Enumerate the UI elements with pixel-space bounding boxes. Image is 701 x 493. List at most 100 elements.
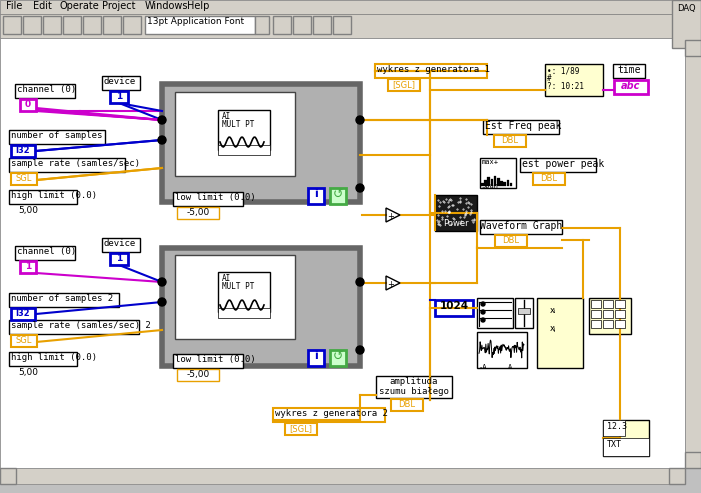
Bar (487, 177, 490, 186)
Bar (533, 173, 565, 185)
Bar (483, 120, 559, 134)
Bar (497, 178, 500, 186)
Bar (173, 192, 243, 206)
Bar (603, 320, 613, 328)
Bar (520, 158, 596, 172)
Circle shape (356, 116, 364, 124)
Text: 0: 0 (25, 100, 31, 109)
Bar (102, 238, 140, 252)
Bar (495, 235, 527, 247)
Bar (15, 84, 75, 98)
Bar (484, 180, 486, 186)
Bar (603, 300, 613, 308)
Bar (293, 16, 311, 34)
Bar (435, 195, 477, 231)
Bar (110, 253, 128, 265)
Text: est power peak: est power peak (522, 159, 604, 169)
Text: amplituda: amplituda (390, 377, 438, 386)
Bar (603, 310, 613, 318)
Bar (591, 300, 601, 308)
Text: low limit (0.0): low limit (0.0) (175, 193, 256, 202)
Text: +: + (388, 212, 395, 221)
Bar (0, 38, 685, 468)
Text: ↺: ↺ (333, 188, 343, 201)
Text: i: i (314, 351, 318, 361)
Bar (218, 110, 270, 150)
Bar (510, 183, 512, 186)
Text: SGL: SGL (16, 336, 32, 345)
Text: Operate: Operate (60, 1, 100, 11)
Bar (23, 16, 41, 34)
Circle shape (481, 302, 485, 306)
Text: abc: abc (621, 81, 641, 91)
Text: i: i (314, 189, 318, 199)
Text: Est Freq peak: Est Freq peak (485, 121, 562, 131)
Bar (481, 183, 484, 186)
Text: device: device (104, 239, 136, 248)
Circle shape (356, 278, 364, 286)
Bar (175, 92, 295, 176)
Bar (477, 298, 513, 328)
Circle shape (158, 136, 166, 144)
Text: ?: 10:21: ?: 10:21 (547, 82, 584, 91)
Bar (20, 261, 36, 273)
Bar (11, 145, 35, 157)
Bar (589, 298, 631, 334)
Bar (615, 300, 625, 308)
Text: File: File (6, 1, 22, 11)
Bar (333, 16, 351, 34)
Bar (330, 350, 346, 366)
Bar (285, 423, 317, 435)
Bar (177, 369, 219, 381)
Text: 13pt Application Font: 13pt Application Font (147, 17, 244, 26)
Text: 1: 1 (25, 262, 31, 271)
Bar (491, 179, 493, 186)
Bar (145, 16, 255, 34)
Text: 1024: 1024 (440, 301, 468, 311)
Bar (685, 452, 701, 468)
Bar (501, 181, 503, 186)
Text: DBL: DBL (503, 236, 519, 245)
Text: time: time (618, 65, 641, 75)
Bar (375, 64, 487, 78)
Bar (63, 16, 81, 34)
Bar (613, 64, 645, 78)
Circle shape (158, 278, 166, 286)
Text: DAQ: DAQ (676, 4, 695, 13)
Text: szumu białego: szumu białego (379, 387, 449, 396)
Text: wykres z generatora 2: wykres z generatora 2 (275, 409, 388, 418)
Text: sample rate (samles/sec) 2: sample rate (samles/sec) 2 (11, 321, 151, 330)
Bar (9, 158, 125, 172)
Text: 1: 1 (116, 254, 122, 263)
Circle shape (158, 298, 166, 306)
Text: channel (0): channel (0) (17, 85, 76, 94)
Bar (9, 352, 77, 366)
Bar (545, 64, 603, 96)
Text: Edit: Edit (33, 1, 52, 11)
Text: ↺: ↺ (333, 350, 343, 363)
Bar (507, 180, 509, 186)
Text: •: 1/89: •: 1/89 (547, 66, 579, 75)
Bar (11, 308, 35, 320)
Bar (503, 182, 506, 186)
Text: A: A (508, 364, 512, 370)
Text: 1: 1 (116, 92, 122, 101)
Circle shape (356, 184, 364, 192)
Bar (494, 135, 526, 147)
Text: -5,00: -5,00 (186, 370, 210, 379)
Bar (518, 308, 530, 314)
Bar (308, 188, 324, 204)
Text: low limit (0.0): low limit (0.0) (175, 355, 256, 364)
Text: -5,00: -5,00 (186, 208, 210, 217)
Text: -A: -A (479, 364, 487, 370)
Text: I32: I32 (15, 146, 30, 155)
Bar (615, 310, 625, 318)
Text: Power: Power (443, 219, 469, 228)
Bar (614, 80, 648, 94)
Bar (480, 158, 516, 188)
Bar (685, 40, 701, 56)
Bar (175, 255, 295, 339)
Bar (9, 190, 77, 204)
Text: AI: AI (222, 112, 231, 121)
Text: sample rate (samles/sec): sample rate (samles/sec) (11, 159, 140, 168)
